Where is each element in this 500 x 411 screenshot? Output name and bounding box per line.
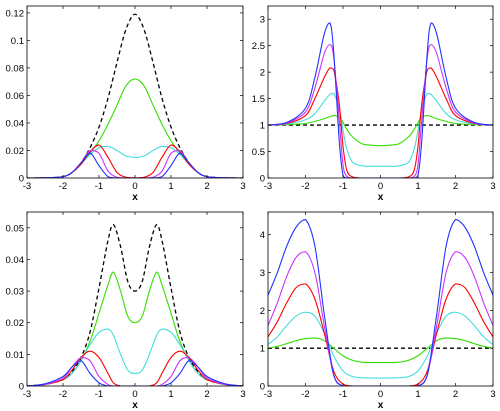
series-line-4 [27, 350, 243, 386]
series-group [268, 219, 493, 386]
chart-panel-4: -3 -2 -1 0 1 2 3 0 1 2 3 4 x [260, 211, 496, 411]
x-tick-label: -2 [301, 181, 309, 192]
series-line-5 [268, 44, 493, 178]
series-line-6 [268, 22, 493, 178]
y-tick-label: 1 [260, 121, 265, 132]
series-line-3 [268, 311, 493, 379]
x-tick-label: -1 [339, 389, 347, 400]
x-axis-label: x [378, 400, 384, 411]
series-line-2 [268, 115, 493, 147]
y-tick-label: 0.5 [252, 147, 265, 158]
x-tick-label: 0 [132, 389, 137, 400]
plot-frame [267, 5, 494, 179]
series-group [27, 224, 243, 386]
plot-frame [267, 211, 494, 387]
series-group [268, 22, 493, 178]
x-tick-label: 1 [415, 389, 420, 400]
series-line-2 [27, 78, 243, 178]
plot-frame [26, 211, 244, 387]
series-group [27, 13, 243, 178]
y-tick-label: 0.1 [11, 36, 24, 47]
y-tick-label: 0.12 [6, 8, 25, 19]
x-tick-label: 3 [490, 181, 495, 192]
series-line-3 [27, 145, 243, 178]
x-tick-label: -1 [95, 389, 103, 400]
y-tick-label: 0.02 [6, 318, 25, 329]
x-tick-label: 1 [415, 181, 420, 192]
series-line-5 [27, 356, 243, 386]
series-line-3 [268, 92, 493, 167]
x-tick-label: -3 [23, 181, 31, 192]
y-tick-label: 0 [19, 174, 24, 185]
chart-panel-2: -3 -2 -1 0 1 2 3 0 0.5 1 1.5 2 2.5 3 x [252, 5, 496, 203]
x-tick-label: 3 [240, 181, 245, 192]
series-line-4 [268, 67, 493, 178]
y-tick-label: 0.05 [6, 223, 25, 234]
plot-frame [26, 5, 244, 179]
x-tick-label: 0 [378, 389, 383, 400]
series-line-4 [268, 283, 493, 386]
x-tick-label: 1 [168, 389, 173, 400]
x-tick-label: 3 [490, 389, 495, 400]
y-tick-label: 1 [260, 344, 265, 355]
y-tick-label: 0 [19, 382, 24, 393]
x-tick-label: -1 [95, 181, 103, 192]
x-axis-label: x [132, 192, 138, 203]
x-tick-label: -2 [59, 181, 67, 192]
x-tick-label: 0 [378, 181, 383, 192]
x-tick-label: -2 [59, 389, 67, 400]
x-axis-label: x [378, 192, 384, 203]
y-tick-label: 0.01 [6, 350, 25, 361]
y-tick-label: 0.02 [6, 146, 25, 157]
series-line-1 [27, 224, 243, 386]
x-tick-label: -3 [264, 181, 272, 192]
x-tick-label: -1 [339, 181, 347, 192]
x-tick-label: 2 [204, 181, 209, 192]
y-tick-label: 3 [260, 268, 265, 279]
series-line-6 [268, 219, 493, 386]
y-tick-label: 0 [260, 382, 265, 393]
x-tick-label: 0 [132, 181, 137, 192]
chart-panel-3: -3 -2 -1 0 1 2 3 0 0.01 0.02 0.03 0.04 0.05 x [6, 211, 246, 411]
series-line-3 [27, 328, 243, 386]
x-tick-label: -3 [264, 389, 272, 400]
series-line-1 [27, 13, 243, 178]
y-tick-label: 2 [260, 68, 265, 79]
x-tick-label: 2 [204, 389, 209, 400]
series-line-2 [27, 271, 243, 386]
series-line-4 [27, 144, 243, 178]
x-tick-label: -2 [301, 389, 309, 400]
y-tick-label: 0.04 [6, 255, 25, 266]
x-tick-label: 3 [240, 389, 245, 400]
y-tick-label: 0.04 [6, 118, 25, 129]
y-tick-label: 1.5 [252, 94, 265, 105]
y-tick-label: 0.08 [6, 63, 25, 74]
x-tick-label: 2 [453, 389, 458, 400]
chart-panel-1: -3 -2 -1 0 1 2 3 0 0.02 0.04 0.06 0.08 0.1 0.12 x [6, 5, 246, 203]
y-tick-label: 0.06 [6, 91, 25, 102]
x-tick-label: 2 [453, 181, 458, 192]
series-line-6 [27, 360, 243, 386]
y-tick-label: 2 [260, 306, 265, 317]
series-line-2 [268, 337, 493, 364]
y-tick-label: 4 [260, 230, 265, 241]
y-tick-label: 3 [260, 15, 265, 26]
y-tick-label: 2.5 [252, 41, 265, 52]
series-line-5 [268, 251, 493, 386]
series-line-5 [27, 149, 243, 178]
x-tick-label: -3 [23, 389, 31, 400]
y-tick-label: 0.03 [6, 287, 25, 298]
y-tick-label: 0 [260, 174, 265, 185]
x-tick-label: 1 [168, 181, 173, 192]
series-line-6 [27, 152, 243, 178]
x-axis-label: x [132, 400, 138, 411]
